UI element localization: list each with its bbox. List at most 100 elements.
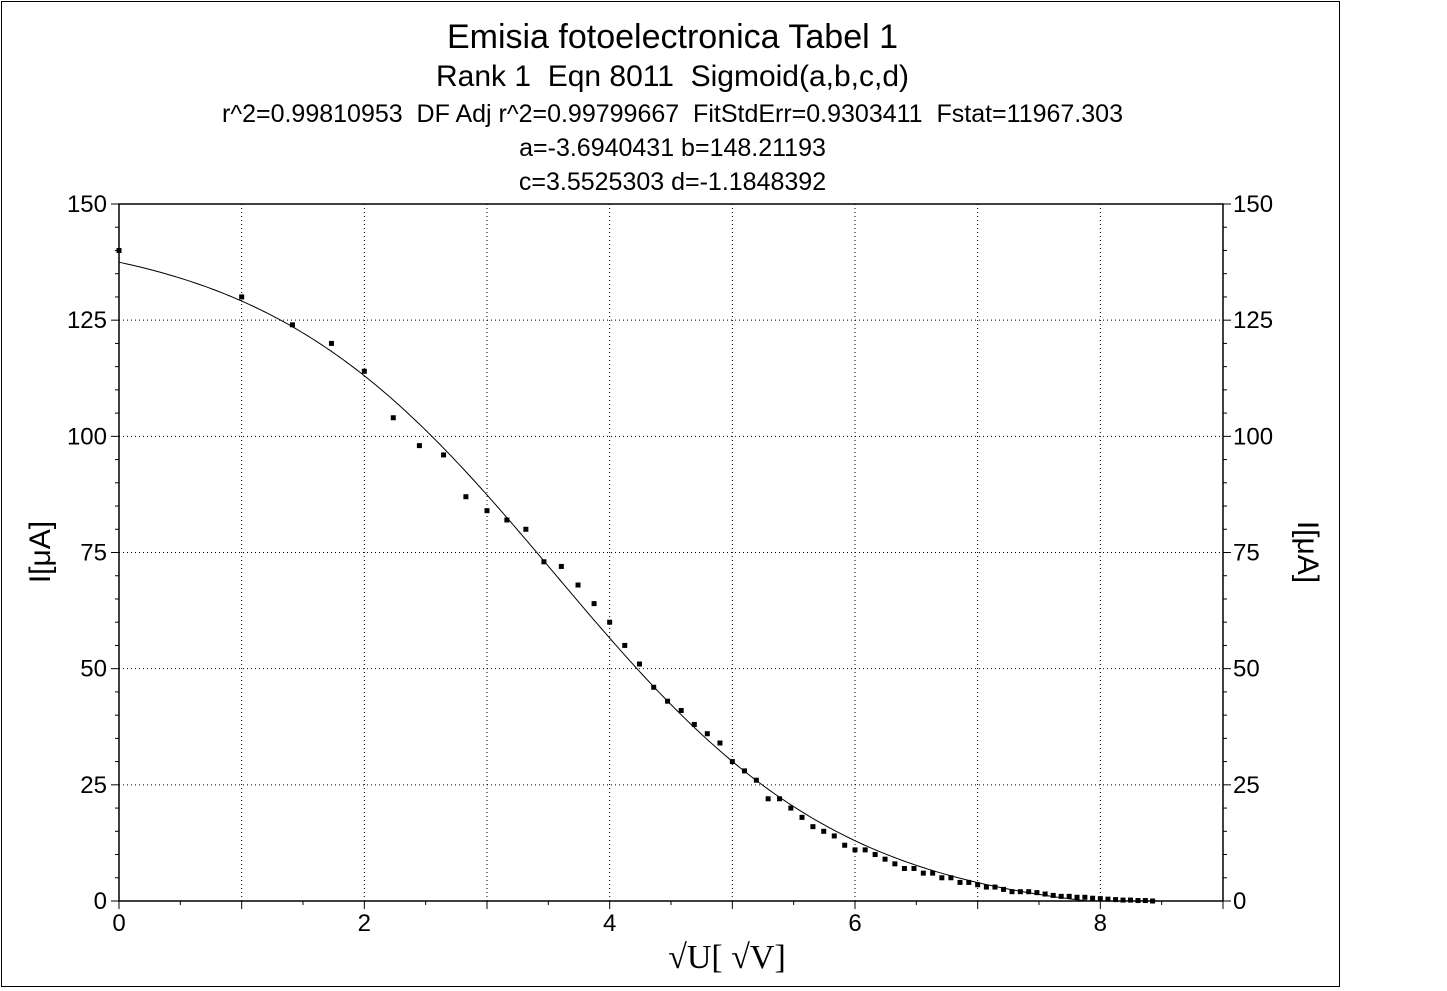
data-point bbox=[463, 494, 469, 500]
y-tick-label-left: 125 bbox=[67, 307, 107, 334]
chart-title: Emisia fotoelectronica Tabel 1 bbox=[446, 18, 899, 56]
data-point bbox=[504, 517, 510, 523]
data-point bbox=[957, 879, 963, 885]
data-point bbox=[1058, 893, 1064, 899]
data-point bbox=[966, 879, 972, 885]
data-point bbox=[992, 884, 998, 890]
data-point bbox=[1105, 896, 1111, 902]
data-point bbox=[729, 759, 735, 765]
data-point bbox=[691, 721, 697, 727]
data-point bbox=[810, 824, 816, 830]
chart-frame: Emisia fotoelectronica Tabel 1 Rank 1 Eq… bbox=[1, 1, 1340, 987]
y-tick-label-right: 125 bbox=[1233, 307, 1273, 334]
y-axis-label-right: I[μA] bbox=[1291, 521, 1324, 583]
data-point bbox=[622, 642, 628, 648]
data-point bbox=[741, 768, 747, 774]
chart-subtitle: Rank 1 Eqn 8011 Sigmoid(a,b,c,d) bbox=[435, 60, 910, 93]
y-tick-label-right: 100 bbox=[1233, 423, 1273, 450]
x-axis-label: √U[ √V] bbox=[668, 939, 786, 976]
data-point bbox=[1009, 889, 1015, 895]
data-point bbox=[665, 698, 671, 704]
fit-stats-line: r^2=0.99810953 DF Adj r^2=0.99799667 Fit… bbox=[222, 100, 1123, 128]
y-tick-label-right: 0 bbox=[1233, 888, 1246, 915]
data-point bbox=[901, 865, 907, 871]
data-point bbox=[872, 852, 878, 858]
y-tick-label-right: 75 bbox=[1233, 540, 1260, 567]
data-point bbox=[678, 707, 684, 713]
data-point bbox=[1050, 892, 1056, 898]
data-point bbox=[1042, 891, 1048, 897]
data-point bbox=[911, 865, 917, 871]
x-tick-label: 4 bbox=[603, 910, 616, 937]
data-point bbox=[1097, 896, 1103, 902]
data-point bbox=[575, 582, 581, 588]
data-point bbox=[1135, 898, 1141, 904]
data-point bbox=[636, 661, 642, 667]
data-point bbox=[1074, 894, 1080, 900]
fit-params-line-2: c=3.5525303 d=-1.1848392 bbox=[518, 168, 827, 196]
fit-curve bbox=[118, 261, 1153, 902]
x-tick-label: 6 bbox=[848, 910, 861, 937]
data-points bbox=[116, 247, 1156, 904]
x-tick-label: 0 bbox=[112, 910, 125, 937]
y-tick-label-right: 50 bbox=[1233, 656, 1260, 683]
data-point bbox=[116, 247, 122, 253]
data-point bbox=[930, 870, 936, 876]
y-tick-label-left: 50 bbox=[80, 656, 107, 683]
x-tick-label: 2 bbox=[358, 910, 371, 937]
data-point bbox=[239, 294, 245, 300]
data-point bbox=[852, 847, 858, 853]
data-point bbox=[948, 875, 954, 881]
data-point bbox=[920, 870, 926, 876]
data-point bbox=[882, 856, 888, 862]
data-point bbox=[777, 796, 783, 802]
y-tick-label-right: 25 bbox=[1233, 772, 1260, 799]
y-tick-label-left: 100 bbox=[67, 423, 107, 450]
data-point bbox=[390, 415, 396, 421]
y-tick-label-left: 150 bbox=[67, 191, 107, 218]
data-point bbox=[939, 875, 945, 881]
data-point bbox=[1001, 886, 1007, 892]
data-point bbox=[765, 796, 771, 802]
data-point bbox=[1142, 898, 1148, 904]
data-point bbox=[983, 884, 989, 890]
y-axis-label-left: I[μA] bbox=[24, 521, 57, 583]
data-point bbox=[975, 882, 981, 888]
data-point bbox=[842, 842, 848, 848]
data-point bbox=[1150, 898, 1156, 904]
data-point bbox=[607, 619, 613, 625]
data-point bbox=[1026, 889, 1032, 895]
data-point bbox=[717, 740, 723, 746]
data-point bbox=[591, 601, 597, 607]
data-point bbox=[1120, 897, 1126, 903]
y-tick-label-right: 150 bbox=[1233, 191, 1273, 218]
data-point bbox=[1017, 889, 1023, 895]
data-point bbox=[484, 508, 490, 514]
data-point bbox=[651, 684, 657, 690]
data-point bbox=[1090, 895, 1096, 901]
data-point bbox=[441, 452, 447, 458]
data-point bbox=[788, 805, 794, 811]
data-point bbox=[1113, 897, 1119, 903]
data-point bbox=[1082, 894, 1088, 900]
data-point bbox=[361, 368, 367, 374]
data-point bbox=[1034, 890, 1040, 896]
data-point bbox=[416, 443, 422, 449]
data-point bbox=[862, 847, 868, 853]
fit-params-line-1: a=-3.6940431 b=148.21193 bbox=[519, 134, 826, 162]
data-point bbox=[1128, 897, 1134, 903]
data-point bbox=[831, 833, 837, 839]
data-point bbox=[799, 814, 805, 820]
data-point bbox=[328, 340, 334, 346]
y-tick-label-left: 25 bbox=[80, 772, 107, 799]
data-point bbox=[1066, 893, 1072, 899]
x-tick-label: 8 bbox=[1094, 910, 1107, 937]
data-point bbox=[289, 322, 295, 328]
data-point bbox=[892, 861, 898, 867]
data-point bbox=[821, 828, 827, 834]
data-point bbox=[753, 777, 759, 783]
fit-curve-group bbox=[118, 261, 1153, 902]
y-tick-label-left: 0 bbox=[94, 888, 107, 915]
